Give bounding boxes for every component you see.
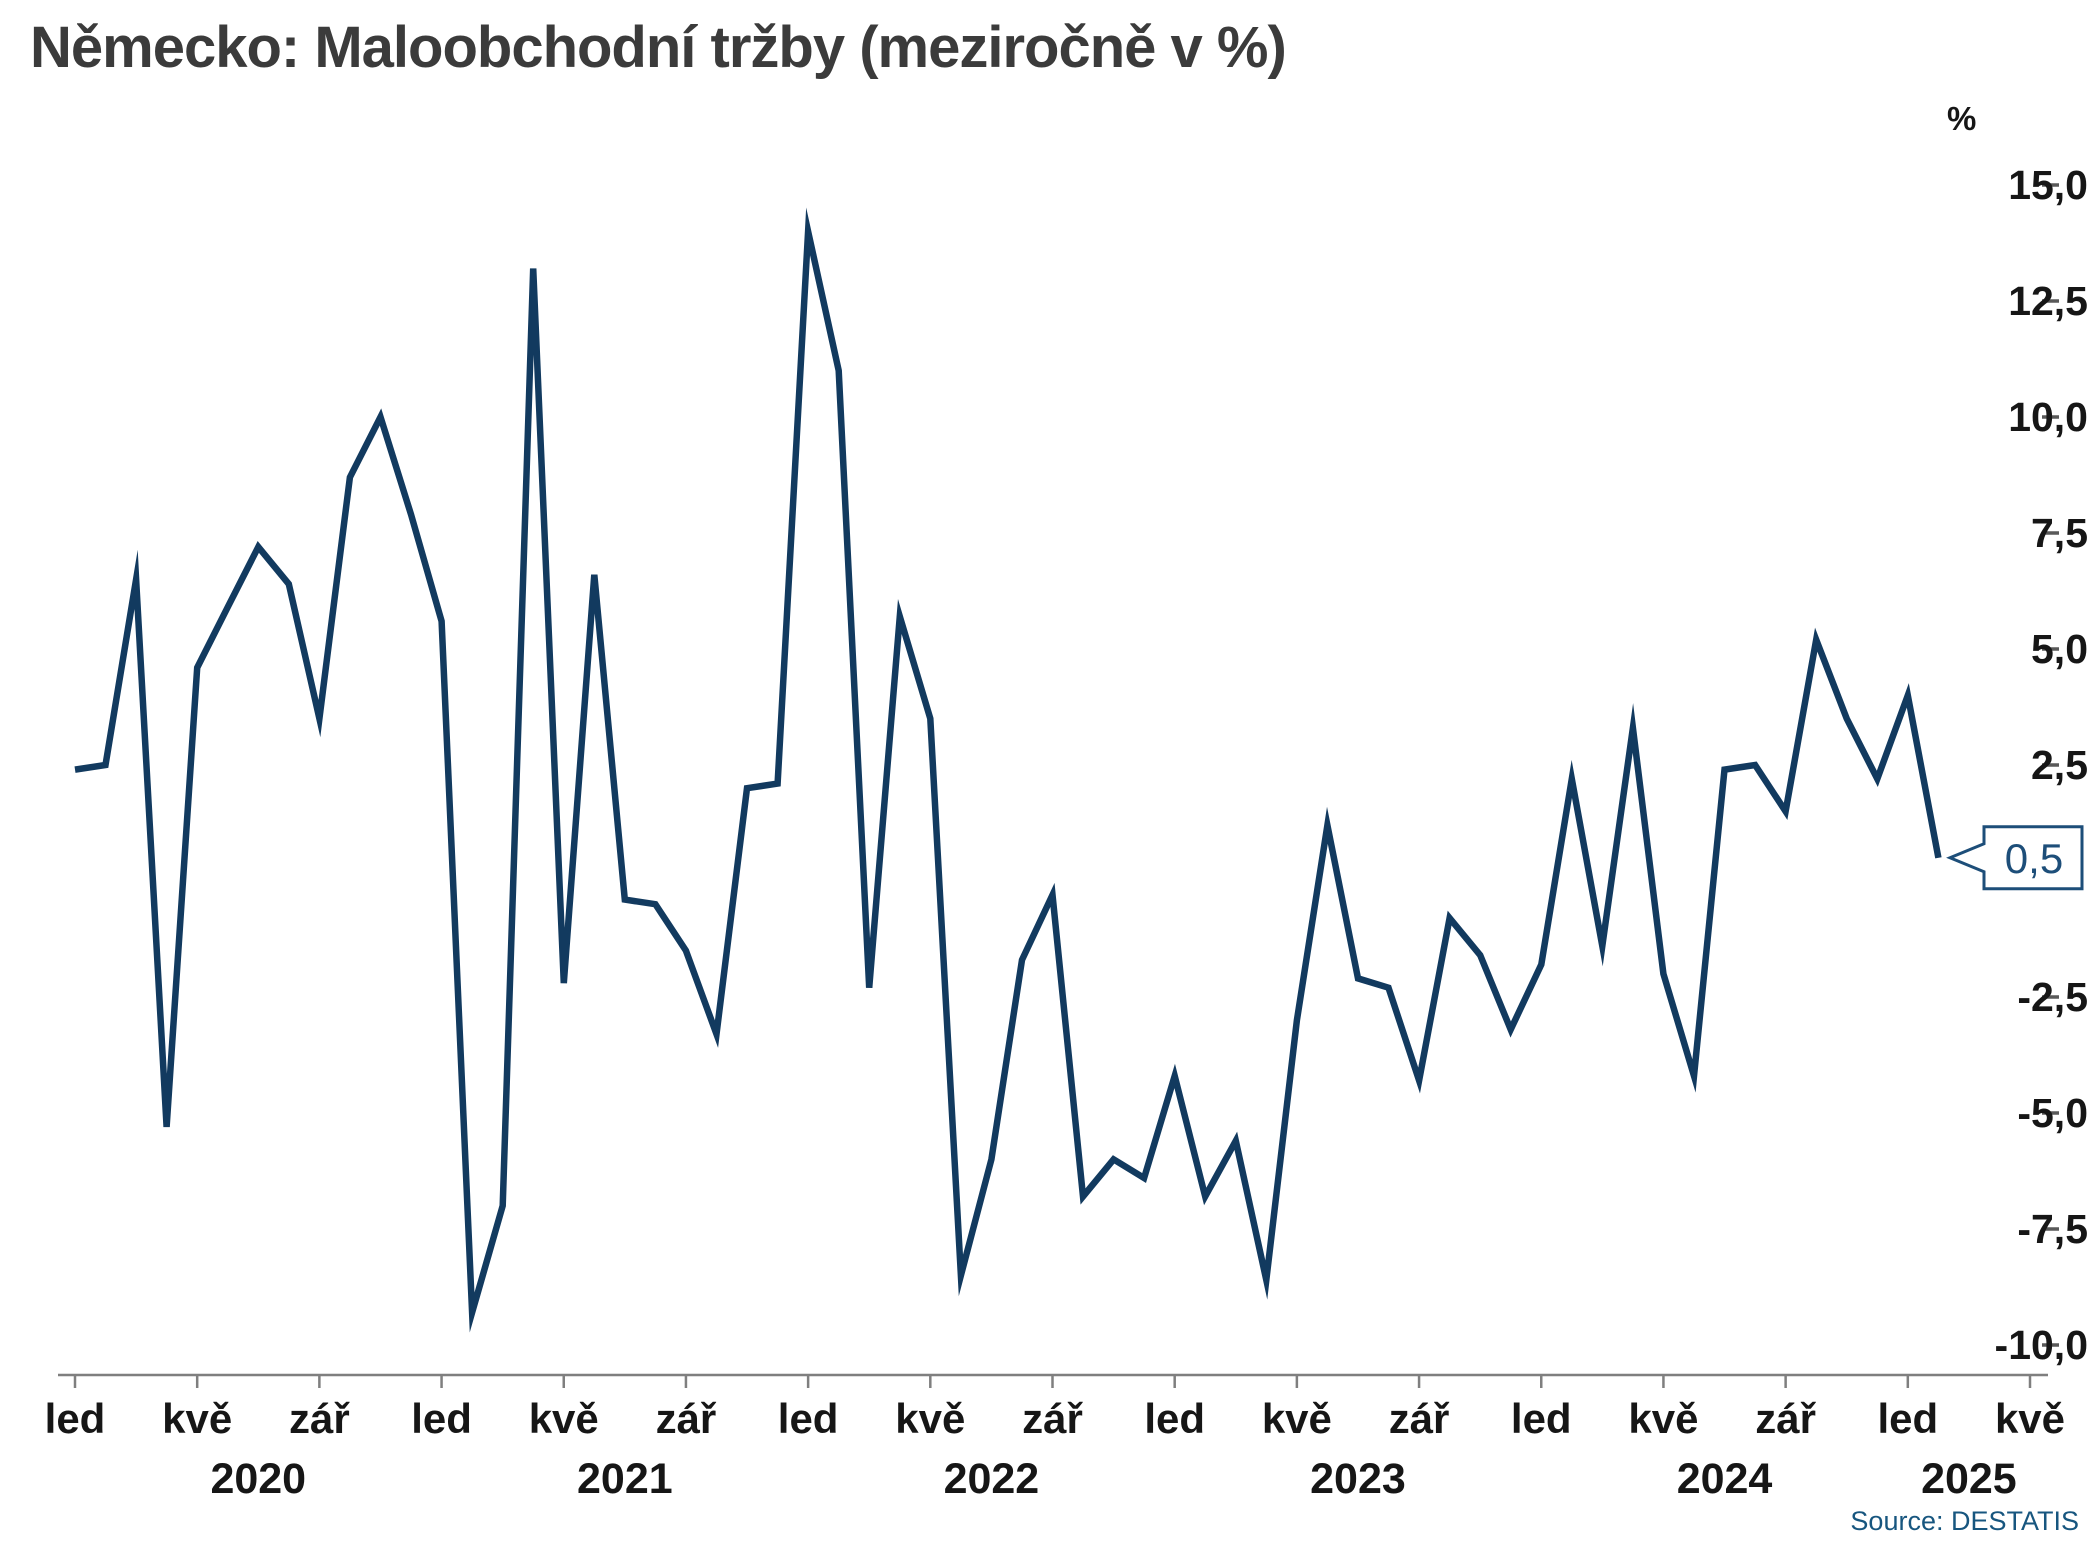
x-tick-label: kvě bbox=[1995, 1395, 2065, 1442]
x-tick-label: led bbox=[411, 1395, 472, 1442]
last-value-label: 0,5 bbox=[2005, 835, 2063, 882]
x-tick-label: led bbox=[1877, 1395, 1938, 1442]
year-label: 2021 bbox=[577, 1455, 673, 1503]
x-tick-label: zář bbox=[1022, 1395, 1083, 1442]
y-tick-label: 10,0 bbox=[2008, 394, 2088, 440]
x-tick-label: kvě bbox=[895, 1395, 965, 1442]
x-tick-label: led bbox=[1144, 1395, 1205, 1442]
last-value-callout bbox=[1946, 825, 2084, 891]
x-tick-label: led bbox=[778, 1395, 839, 1442]
source-credit: Source: DESTATIS bbox=[1850, 1506, 2079, 1536]
year-label: 2020 bbox=[210, 1455, 306, 1503]
y-tick-label: -5,0 bbox=[2017, 1090, 2088, 1136]
x-tick-label: led bbox=[45, 1395, 106, 1442]
x-tick-label: kvě bbox=[529, 1395, 599, 1442]
x-tick-label: zář bbox=[1389, 1395, 1450, 1442]
year-label: 2023 bbox=[1310, 1455, 1406, 1503]
y-tick-label: -10,0 bbox=[1995, 1322, 2088, 1368]
y-tick-label: -2,5 bbox=[2017, 974, 2088, 1020]
x-tick-label: led bbox=[1511, 1395, 1572, 1442]
year-label: 2022 bbox=[944, 1455, 1040, 1503]
y-tick-label: 7,5 bbox=[2031, 510, 2088, 556]
y-tick-label: 12,5 bbox=[2008, 278, 2088, 324]
year-label: 2025 bbox=[1921, 1455, 2017, 1503]
x-tick-label: zář bbox=[289, 1395, 350, 1442]
x-tick-label: zář bbox=[1755, 1395, 1816, 1442]
x-tick-label: kvě bbox=[1628, 1395, 1698, 1442]
year-label: 2024 bbox=[1677, 1455, 1773, 1503]
series-line bbox=[74, 207, 1942, 1333]
y-axis-unit-label: % bbox=[1947, 100, 1976, 137]
x-tick-label: kvě bbox=[162, 1395, 232, 1442]
x-tick-label: zář bbox=[656, 1395, 717, 1442]
y-tick-label: -7,5 bbox=[2017, 1206, 2088, 1252]
chart-title: Německo: Maloobchodní tržby (meziročně v… bbox=[30, 15, 1287, 80]
x-tick-label: kvě bbox=[1262, 1395, 1332, 1442]
y-tick-label: 15,0 bbox=[2008, 162, 2088, 208]
y-tick-label: 5,0 bbox=[2031, 626, 2088, 672]
y-tick-label: 2,5 bbox=[2031, 742, 2088, 788]
